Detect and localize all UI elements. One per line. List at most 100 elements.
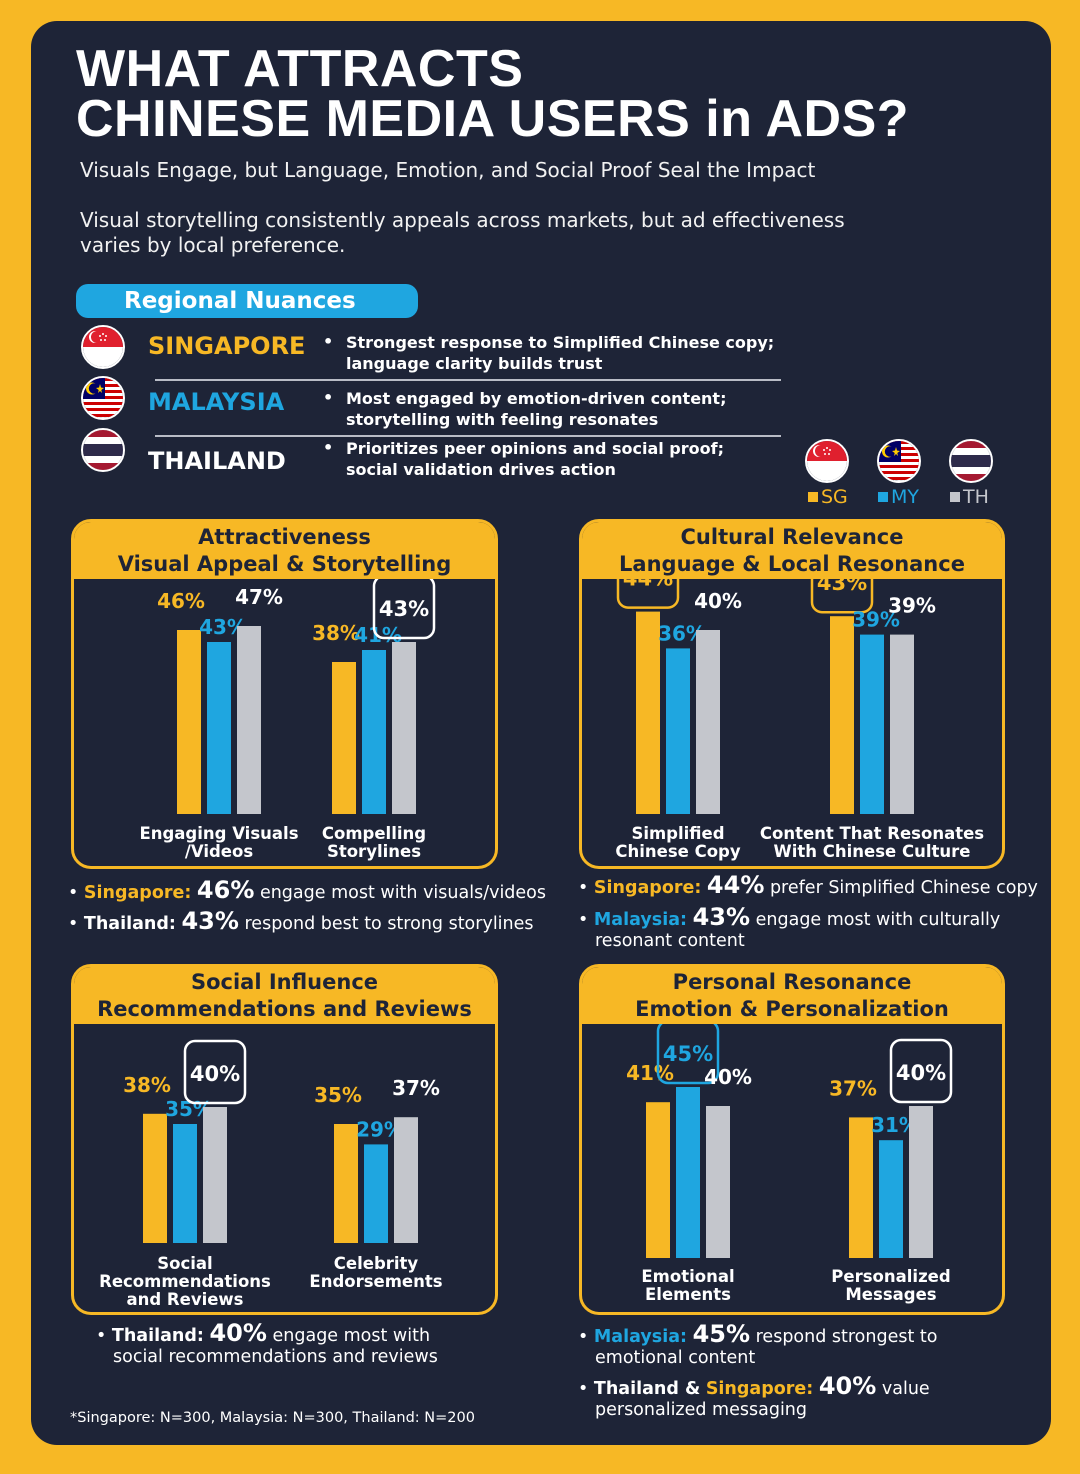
bar-chart-attractiveness: 46%43%47%Engaging Visuals/Videos38%41%43… xyxy=(139,579,436,861)
value-label: 38% xyxy=(312,621,360,645)
note-text: engage most with xyxy=(272,1326,431,1346)
note-value: 43% xyxy=(181,907,239,935)
bar-sg xyxy=(830,616,854,814)
category-label: Elements xyxy=(645,1285,731,1304)
bar-my xyxy=(666,648,690,814)
panel-header: Social Influence Recommendations and Rev… xyxy=(74,967,495,1024)
singapore-flag-icon xyxy=(805,439,849,483)
bar-my xyxy=(207,642,231,814)
category-label: Social xyxy=(157,1254,212,1273)
thailand-flag-icon xyxy=(949,439,993,483)
note-personal-1: • Malaysia: 45% respond strongest to emo… xyxy=(578,1320,938,1368)
panel-title: Personal Resonance xyxy=(672,970,912,994)
malaysia-flag-icon xyxy=(877,439,921,483)
page-title: WHAT ATTRACTS CHINESE MEDIA USERS in ADS… xyxy=(76,40,910,148)
bar-my xyxy=(364,1144,388,1243)
note-attractiveness-2: • Thailand: 43% respond best to strong s… xyxy=(68,907,534,935)
category-label: Simplified xyxy=(631,824,724,843)
note-label: Thailand & xyxy=(593,1379,701,1399)
legend-th: TH xyxy=(950,486,989,508)
value-label: 45% xyxy=(663,1042,713,1066)
value-label: 47% xyxy=(235,585,283,609)
note-text: engage most with visuals/videos xyxy=(259,883,547,903)
category-label: With Chinese Culture xyxy=(774,842,971,861)
highlight-box xyxy=(810,579,874,614)
bar-sg xyxy=(636,611,660,814)
legend-my: MY xyxy=(878,486,919,508)
highlight-box xyxy=(656,1024,720,1085)
value-label: 40% xyxy=(694,589,742,613)
note-text: personalized messaging xyxy=(595,1400,807,1420)
bar-th xyxy=(237,626,261,814)
bullet-icon: • xyxy=(323,438,334,457)
note-value: 45% xyxy=(692,1320,751,1348)
chart-panel-personal-resonance: Personal Resonance Emotion & Personaliza… xyxy=(579,964,1005,1315)
note-attractiveness-1: • Singapore: 46% engage most with visual… xyxy=(68,876,547,904)
note-value: 44% xyxy=(706,871,765,899)
divider xyxy=(155,435,781,437)
highlight-box xyxy=(183,1039,247,1105)
sample-size-footnote: *Singapore: N=300, Malaysia: N=300, Thai… xyxy=(70,1410,475,1426)
category-label: /Videos xyxy=(185,842,253,861)
category-label: Celebrity xyxy=(334,1254,419,1273)
bar-chart-personal-resonance: 41%45%40%EmotionalElements37%31%40%Perso… xyxy=(626,1024,953,1304)
chart-panel-attractiveness: Attractiveness Visual Appeal & Storytell… xyxy=(71,519,498,869)
legend-sg: SG xyxy=(808,486,848,508)
category-label: Endorsements xyxy=(309,1272,442,1291)
region-note-thailand: Prioritizes peer opinions and social pro… xyxy=(346,438,806,480)
value-label: 40% xyxy=(190,1062,240,1086)
panel-title: Attractiveness xyxy=(198,525,371,549)
bar-sg xyxy=(177,630,201,814)
panel-header: Cultural Relevance Language & Local Reso… xyxy=(582,522,1002,579)
note-personal-2: • Thailand & Singapore: 40% value person… xyxy=(578,1372,930,1420)
bar-my xyxy=(676,1087,700,1258)
title-line-1: WHAT ATTRACTS xyxy=(76,40,524,98)
region-note-line: Most engaged by emotion-driven content; xyxy=(346,389,727,408)
highlight-box xyxy=(889,1038,953,1104)
category-label: Recommendations xyxy=(99,1272,271,1291)
category-label: Personalized xyxy=(831,1267,950,1286)
note-text: resonant content xyxy=(595,931,745,951)
note-text: respond best to strong storylines xyxy=(244,914,534,934)
note-label: Thailand: xyxy=(111,1326,204,1346)
value-label: 43% xyxy=(379,597,429,621)
panel-subtitle: Visual Appeal & Storytelling xyxy=(117,552,452,576)
region-note-line: Prioritizes peer opinions and social pro… xyxy=(346,439,724,458)
region-note-line: social validation drives action xyxy=(346,460,616,479)
legend-label: SG xyxy=(821,486,848,508)
chart-panel-cultural-relevance: Cultural Relevance Language & Local Reso… xyxy=(579,519,1005,869)
region-note-line: storytelling with feeling resonates xyxy=(346,410,659,429)
bar-my xyxy=(173,1124,197,1243)
bar-my xyxy=(362,650,386,814)
bar-th xyxy=(909,1106,933,1258)
title-line-2: CHINESE MEDIA USERS in ADS? xyxy=(76,90,910,148)
bar-my xyxy=(879,1140,903,1258)
bar-th xyxy=(890,634,914,814)
thailand-flag-icon xyxy=(81,428,125,472)
bar-th xyxy=(706,1106,730,1258)
bar-th xyxy=(696,630,720,814)
highlight-box xyxy=(616,579,680,609)
note-text: value xyxy=(881,1379,930,1399)
region-note-malaysia: Most engaged by emotion-driven content; … xyxy=(346,388,806,430)
value-label: 46% xyxy=(157,589,205,613)
note-cultural-1: • Singapore: 44% prefer Simplified Chine… xyxy=(578,871,1038,899)
note-label: Singapore: xyxy=(83,883,192,903)
singapore-flag-icon xyxy=(81,325,125,369)
region-note-line: Strongest response to Simplified Chinese… xyxy=(346,333,775,352)
bar-th xyxy=(392,642,416,814)
note-label: Malaysia: xyxy=(593,1327,688,1347)
region-name-malaysia: MALAYSIA xyxy=(148,388,285,416)
bar-th xyxy=(394,1117,418,1243)
note-social-1: • Thailand: 40% engage most with social … xyxy=(96,1319,438,1367)
region-name-singapore: SINGAPORE xyxy=(148,332,306,360)
value-label: 39% xyxy=(888,594,936,618)
category-label: Chinese Copy xyxy=(615,842,740,861)
note-label: Singapore: xyxy=(593,878,702,898)
highlight-box xyxy=(372,579,436,640)
value-label: 35% xyxy=(314,1083,362,1107)
note-label: Singapore: xyxy=(705,1379,814,1399)
note-text: emotional content xyxy=(595,1348,756,1368)
